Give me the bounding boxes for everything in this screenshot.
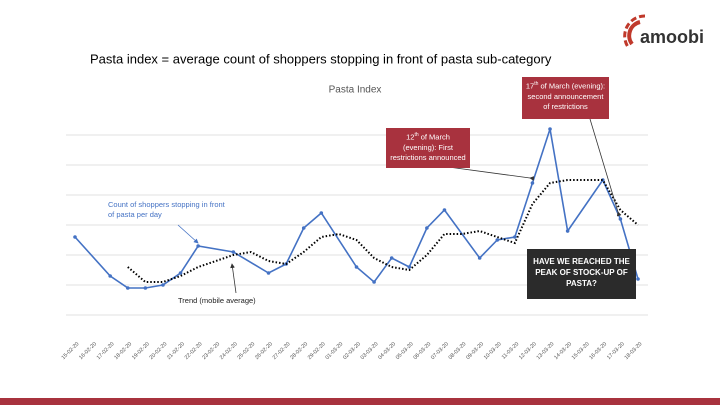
x-tick-label: 05-03-20 xyxy=(395,341,415,361)
x-tick-label: 09-03-20 xyxy=(465,341,485,361)
data-point xyxy=(407,265,412,269)
footer-bar xyxy=(0,398,720,405)
data-point xyxy=(354,265,359,269)
series-label: Count of shoppers stopping in front of p… xyxy=(108,200,225,219)
x-tick-label: 08-03-20 xyxy=(448,341,468,361)
logo: amoobi xyxy=(623,14,704,48)
annotation-suffix: th xyxy=(414,132,419,138)
data-point xyxy=(143,286,148,290)
data-point xyxy=(389,256,394,260)
data-point xyxy=(495,238,500,242)
label-arrow xyxy=(177,224,199,244)
x-tick-label: 19-02-20 xyxy=(131,341,151,361)
data-point xyxy=(266,271,271,275)
x-tick-label: 07-03-20 xyxy=(430,341,450,361)
x-tick-label: 15-03-20 xyxy=(571,341,591,361)
x-tick-label: 24-02-20 xyxy=(219,341,239,361)
data-point xyxy=(636,277,640,281)
x-tick-label: 12-03-20 xyxy=(518,341,538,361)
data-point xyxy=(618,217,623,221)
x-tick-label: 03-03-20 xyxy=(360,341,380,361)
data-point xyxy=(477,256,482,260)
x-tick-label: 16-02-20 xyxy=(78,341,98,361)
x-tick-label: 27-02-20 xyxy=(272,341,292,361)
data-point xyxy=(125,286,130,290)
x-tick-label: 20-02-20 xyxy=(149,341,169,361)
x-tick-label: 22-02-20 xyxy=(184,341,204,361)
callout: HAVE WE REACHED THE PEAK OF STOCK-UP OF … xyxy=(527,249,636,299)
x-tick-label: 01-03-20 xyxy=(325,341,345,361)
data-point xyxy=(565,229,570,233)
chart-title: Pasta Index xyxy=(329,85,382,96)
x-tick-label: 17-02-20 xyxy=(96,341,116,361)
x-tick-label: 11-03-20 xyxy=(501,341,521,361)
x-tick-label: 06-03-20 xyxy=(412,341,432,361)
annotation-arrow xyxy=(589,118,622,217)
x-tick-label: 18-03-20 xyxy=(624,341,644,361)
x-tick-label: 25-02-20 xyxy=(237,341,257,361)
data-point xyxy=(372,280,376,284)
data-point xyxy=(178,271,183,275)
x-tick-label: 04-03-20 xyxy=(377,341,397,361)
data-point xyxy=(530,181,535,185)
data-point xyxy=(301,226,306,230)
annotation-text: of March (evening): First restrictions a… xyxy=(390,132,466,162)
data-point xyxy=(442,208,447,212)
data-point xyxy=(513,235,517,239)
data-point xyxy=(548,127,552,131)
x-tick-label: 13-03-20 xyxy=(536,341,556,361)
annotation-day: 17 xyxy=(525,81,535,91)
x-tick-label: 16-03-20 xyxy=(588,341,608,361)
annotation: 17th of March (evening): second announce… xyxy=(522,77,609,119)
x-tick-label: 02-03-20 xyxy=(342,341,362,361)
annotation: 12th of March (evening): First restricti… xyxy=(386,128,470,168)
logo-text: amoobi xyxy=(640,27,704,47)
annotation-suffix: th xyxy=(534,81,539,87)
x-tick-label: 14-03-20 xyxy=(553,341,573,361)
annotation-day: 12 xyxy=(406,132,415,142)
x-tick-label: 17-03-20 xyxy=(606,341,626,361)
x-tick-label: 29-02-20 xyxy=(307,341,327,361)
x-tick-label: 21-02-20 xyxy=(166,341,186,361)
x-tick-label: 28-02-20 xyxy=(289,341,309,361)
data-point xyxy=(425,226,429,230)
data-point xyxy=(231,250,236,254)
x-tick-label: 10-03-20 xyxy=(483,341,503,361)
data-point xyxy=(73,235,77,239)
series-line xyxy=(127,179,639,283)
annotation-text: of March (evening): second announcement … xyxy=(527,81,606,111)
data-point xyxy=(108,274,112,278)
x-tick-label: 26-02-20 xyxy=(254,341,274,361)
data-point xyxy=(161,283,165,287)
x-tick-label: 18-02-20 xyxy=(113,341,133,361)
label-arrow xyxy=(230,263,237,294)
x-tick-label: 23-02-20 xyxy=(201,341,221,361)
slide-title: Pasta index = average count of shoppers … xyxy=(90,51,552,66)
x-tick-label: 15-02-20 xyxy=(61,341,81,361)
data-point xyxy=(196,244,200,248)
series-label: Trend (mobile average) xyxy=(178,296,256,305)
data-point xyxy=(319,211,324,215)
annotation-arrow xyxy=(440,165,535,181)
